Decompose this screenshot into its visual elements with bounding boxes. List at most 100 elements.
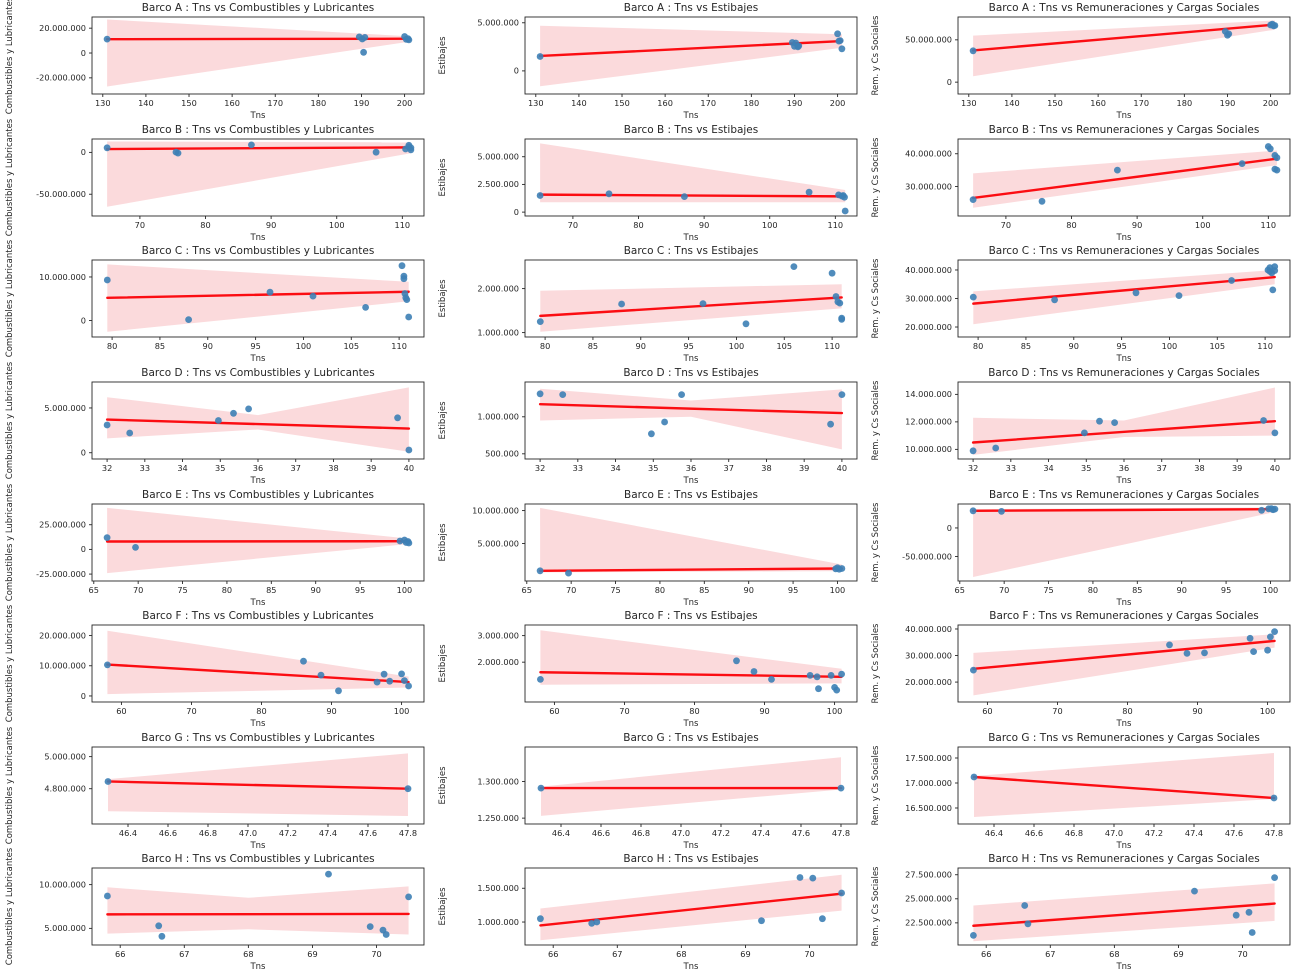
scatter-point <box>1183 650 1191 657</box>
x-axis-label: Tns <box>250 233 266 243</box>
confidence-band <box>540 630 842 685</box>
y-tick-label: 30.000.000 <box>905 650 952 660</box>
y-tick-label: 12.000.000 <box>905 417 952 427</box>
x-tick-label: 36 <box>686 463 696 473</box>
subplot-cell: 66 67 68 69 70 10.000.000 5.000.000 Barco H : T… <box>0 848 433 973</box>
x-tick-label: 33 <box>140 463 150 473</box>
scatter-point <box>103 276 111 284</box>
x-tick-label: 47.2 <box>279 828 297 838</box>
y-axis-label: Combustibles y Lubricantes <box>5 118 15 235</box>
subplot: 130 140 150 160 170 180 190 200 5.000.000 0 Barco … <box>438 2 858 121</box>
x-tick-label: 47.2 <box>712 828 730 838</box>
x-tick-label: 47.6 <box>359 828 377 838</box>
scatter-point <box>372 148 380 156</box>
x-tick-label: 70 <box>133 584 143 594</box>
scatter-point <box>838 564 846 572</box>
x-tick-label: 60 <box>982 706 992 716</box>
x-tick-label: 36 <box>253 463 263 473</box>
scatter-point <box>834 30 841 38</box>
y-axis-label: Estibajes <box>438 401 448 439</box>
regression-line <box>106 663 410 684</box>
scatter-point <box>400 677 408 685</box>
y-tick-label: 3.000.000 <box>477 631 519 641</box>
x-tick-label: 34 <box>610 463 620 473</box>
x-axis-label: Tns <box>1116 111 1132 121</box>
x-tick-label: 68 <box>1109 949 1119 959</box>
axes-box <box>524 138 858 217</box>
y-tick-label: 5.000.000 <box>44 751 86 761</box>
axes-box <box>91 867 425 946</box>
y-axis-label: Combustibles y Lubricantes <box>5 0 15 114</box>
scatter-point <box>366 923 374 931</box>
y-tick-label: 0 <box>81 147 86 157</box>
x-tick-label: 95 <box>1221 584 1231 594</box>
x-tick-label: 85 <box>266 584 276 594</box>
x-tick-label: 70 <box>186 706 196 716</box>
subplot-title: Barco D : Tns vs Remuneraciones y Cargas… <box>988 367 1260 379</box>
confidence-band <box>973 506 1275 577</box>
x-tick-label: 90 <box>203 341 213 351</box>
axes-box <box>91 259 425 338</box>
x-tick-label: 140 <box>1004 98 1020 108</box>
scatter-point <box>1273 166 1281 174</box>
y-axis-label: Estibajes <box>438 888 448 926</box>
scatter-point <box>405 682 412 690</box>
x-tick-label: 190 <box>787 98 803 108</box>
regression-line <box>538 566 844 572</box>
x-tick-label: 85 <box>1021 341 1031 351</box>
confidence-band <box>540 507 842 572</box>
y-tick-label: 20.000.000 <box>39 630 86 640</box>
subplot: 66 67 68 69 70 27.500.000 25.000.000 22.500.000… <box>871 853 1291 972</box>
subplot-title: Barco F : Tns vs Combustibles y Lubrican… <box>142 610 373 622</box>
x-tick-label: 190 <box>1220 98 1236 108</box>
subplot-cell: 130 140 150 160 170 180 190 200 50.000.000 0 Barco… <box>866 0 1299 122</box>
regression-line <box>539 296 843 318</box>
scatter-point <box>837 784 845 792</box>
scatter-point <box>1225 30 1233 38</box>
y-tick-label: 5.000.000 <box>477 538 519 548</box>
subplot-cell: 65 70 75 80 85 90 95 100 10.000.000 5.000.000 Barc… <box>433 487 866 609</box>
confidence-band <box>107 264 409 333</box>
y-axis-label: Estibajes <box>438 523 448 561</box>
x-tick-label: 110 <box>395 220 411 230</box>
scatter-point <box>815 685 822 693</box>
x-tick-label: 100 <box>397 584 413 594</box>
x-tick-label: 105 <box>776 341 792 351</box>
x-tick-label: 39 <box>799 463 809 473</box>
y-tick-label: 16.500.000 <box>905 803 952 813</box>
subplot-cell: 70 80 90 100 110 0 -50.000.000 Barco B : Tns vs… <box>0 118 433 244</box>
y-tick-label: 22.500.000 <box>905 918 952 928</box>
scatter-point <box>1250 648 1257 656</box>
x-tick-label: 160 <box>1090 98 1106 108</box>
x-axis-label: Tns <box>250 476 266 486</box>
axes-box <box>524 867 858 946</box>
x-tick-label: 130 <box>961 98 977 108</box>
y-tick-label: 5.000.000 <box>477 151 519 161</box>
scatter-point <box>838 45 846 53</box>
subplot-cell: 60 70 80 90 100 40.000.000 30.000.000 20.000.00… <box>866 608 1299 730</box>
regression-line <box>972 639 1276 671</box>
regression-line <box>972 902 1276 928</box>
x-tick-label: 70 <box>568 220 578 230</box>
subplot-title: Barco E : Tns vs Remuneraciones y Cargas… <box>989 488 1259 500</box>
scatter-point <box>1051 296 1059 304</box>
scatter-point <box>309 292 317 300</box>
x-axis-label: Tns <box>683 962 699 972</box>
scatter-point <box>648 430 655 438</box>
scatter-point <box>405 446 413 454</box>
scatter-point <box>1228 277 1235 285</box>
x-tick-label: 67 <box>612 949 622 959</box>
x-tick-label: 40 <box>837 463 847 473</box>
scatter-point <box>992 444 1000 452</box>
x-tick-label: 90 <box>699 220 709 230</box>
scatter-point <box>1266 633 1274 641</box>
scatter-point <box>593 918 601 926</box>
scatter-point <box>1271 22 1279 29</box>
scatter-point <box>103 35 111 43</box>
subplot-title: Barco C : Tns vs Remuneraciones y Cargas… <box>989 245 1260 257</box>
y-tick-label: 4.800.000 <box>44 783 86 793</box>
y-axis-label: Rem. y Cs Sociales <box>871 16 881 96</box>
x-tick-label: 70 <box>999 584 1009 594</box>
subplot-title: Barco G : Tns vs Estibajes <box>623 732 758 744</box>
